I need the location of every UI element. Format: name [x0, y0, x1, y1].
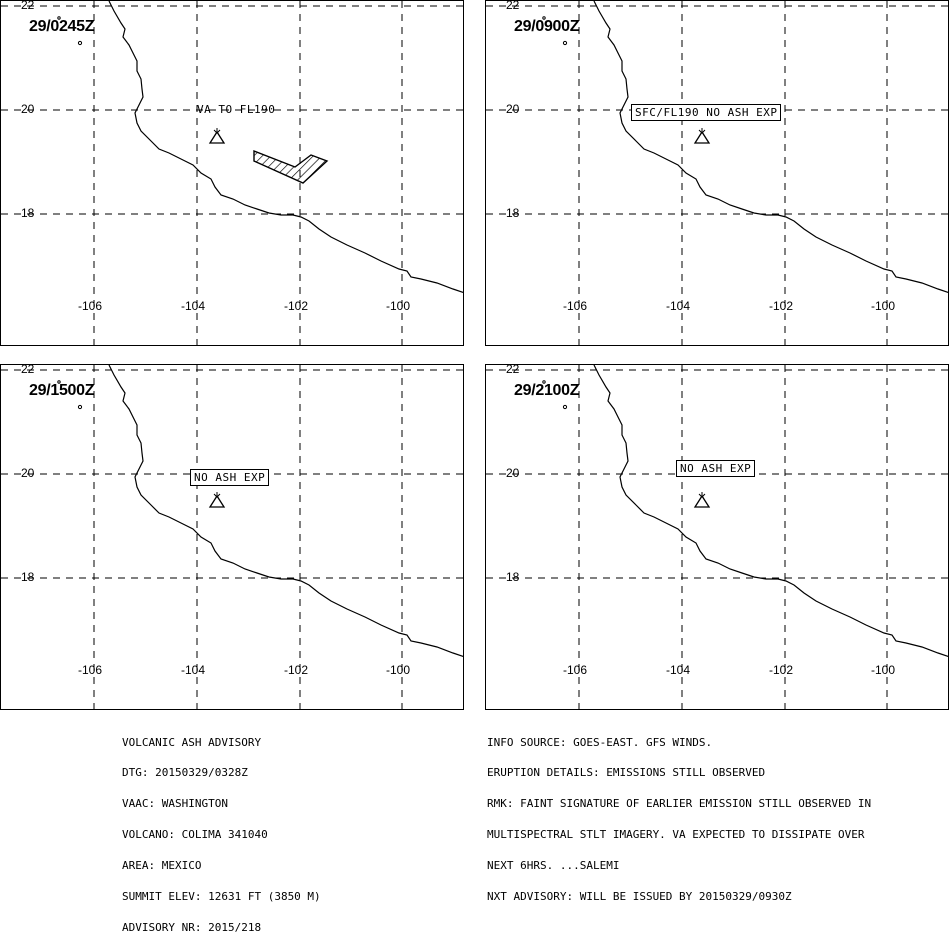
island: [562, 404, 568, 410]
volcano-icon: [208, 128, 226, 144]
latitude-label: 20: [506, 466, 520, 480]
advisory-line: NEXT 6HRS. ...SALEMI: [487, 859, 620, 873]
coastline: [593, 365, 948, 657]
advisory-line: ADVISORY NR: 2015/218: [122, 920, 262, 934]
ash-annotation: VA TO FL190: [197, 103, 276, 116]
latitude-label: 22: [21, 364, 35, 376]
longitude-label: -104: [666, 299, 691, 313]
ash-annotation: NO ASH EXP: [676, 460, 756, 477]
longitude-label: -100: [386, 663, 411, 677]
advisory-info-right: INFO SOURCE: GOES-EAST. GFS WINDS. ERUPT…: [487, 717, 871, 913]
advisory-line: SUMMIT ELEV: 12631 FT (3850 M): [122, 890, 321, 904]
island: [77, 40, 83, 46]
longitude-label: -106: [78, 299, 103, 313]
ash-annotation: SFC/FL190 NO ASH EXP: [631, 104, 782, 121]
advisory-line: NXT ADVISORY: WILL BE ISSUED BY 20150329…: [487, 890, 792, 904]
latitude-label: 22: [506, 364, 520, 376]
volcano-icon: [693, 492, 711, 508]
advisory-line: ERUPTION DETAILS: EMISSIONS STILL OBSERV…: [487, 766, 766, 780]
map-panel-2: 29/0900Z SFC/FL190 NO ASH EXP 22 20 18 -106…: [485, 0, 949, 346]
longitude-label: -104: [666, 663, 691, 677]
island: [77, 404, 83, 410]
panel-timestamp: 29/0900Z: [514, 18, 580, 35]
panel-timestamp: 29/2100Z: [514, 382, 580, 399]
latitude-label: 22: [21, 0, 35, 12]
island: [57, 16, 61, 20]
latitude-label: 18: [506, 570, 520, 584]
panel-timestamp: 29/1500Z: [29, 382, 95, 399]
panel-timestamp: 29/0245Z: [29, 18, 95, 35]
ash-annotation: NO ASH EXP: [190, 469, 270, 486]
latitude-label: 22: [506, 0, 520, 12]
map-panel-1: 29/0245Z VA TO FL190 22 20 18 -106 -104 -102 -…: [0, 0, 464, 346]
map-graphic: [486, 365, 948, 709]
longitude-label: -100: [871, 299, 896, 313]
advisory-line: VAAC: WASHINGTON: [122, 797, 228, 811]
latitude-label: 18: [21, 206, 35, 220]
longitude-label: -106: [563, 299, 588, 313]
coastline: [593, 1, 948, 293]
island: [542, 380, 546, 384]
advisory-line: VOLCANIC ASH ADVISORY: [122, 735, 262, 749]
map-graphic: [1, 365, 463, 709]
coastline: [108, 365, 463, 657]
longitude-label: -102: [284, 663, 309, 677]
longitude-label: -102: [769, 299, 794, 313]
longitude-label: -104: [181, 663, 206, 677]
latitude-label: 18: [21, 570, 35, 584]
latitude-label: 20: [21, 102, 35, 116]
advisory-line: INFO SOURCE: GOES-EAST. GFS WINDS.: [487, 735, 713, 749]
map-panel-3: 29/1500Z NO ASH EXP 22 20 18 -106 -104 -102 -1…: [0, 364, 464, 710]
longitude-label: -100: [386, 299, 411, 313]
island: [562, 40, 568, 46]
advisory-info-left: VOLCANIC ASH ADVISORY DTG: 20150329/0328…: [122, 717, 321, 944]
longitude-label: -106: [78, 663, 103, 677]
latitude-label: 18: [506, 206, 520, 220]
volcano-icon: [208, 492, 226, 508]
latitude-label: 20: [21, 466, 35, 480]
longitude-label: -100: [871, 663, 896, 677]
island: [57, 380, 61, 384]
advisory-line: AREA: MEXICO: [122, 859, 202, 873]
advisory-line: MULTISPECTRAL STLT IMAGERY. VA EXPECTED …: [487, 828, 865, 842]
volcano-icon: [693, 128, 711, 144]
latitude-label: 20: [506, 102, 520, 116]
map-graphic: [1, 1, 463, 345]
map-panel-4: 29/2100Z NO ASH EXP 22 20 18 -106 -104 -102 -1…: [485, 364, 949, 710]
island: [542, 16, 546, 20]
longitude-label: -102: [769, 663, 794, 677]
advisory-line: VOLCANO: COLIMA 341040: [122, 828, 268, 842]
ash-cloud-area: [253, 149, 329, 184]
longitude-label: -102: [284, 299, 309, 313]
longitude-label: -106: [563, 663, 588, 677]
advisory-line: DTG: 20150329/0328Z: [122, 766, 248, 780]
longitude-label: -104: [181, 299, 206, 313]
coastline: [108, 1, 463, 293]
map-graphic: [486, 1, 948, 345]
advisory-line: RMK: FAINT SIGNATURE OF EARLIER EMISSION…: [487, 797, 872, 811]
